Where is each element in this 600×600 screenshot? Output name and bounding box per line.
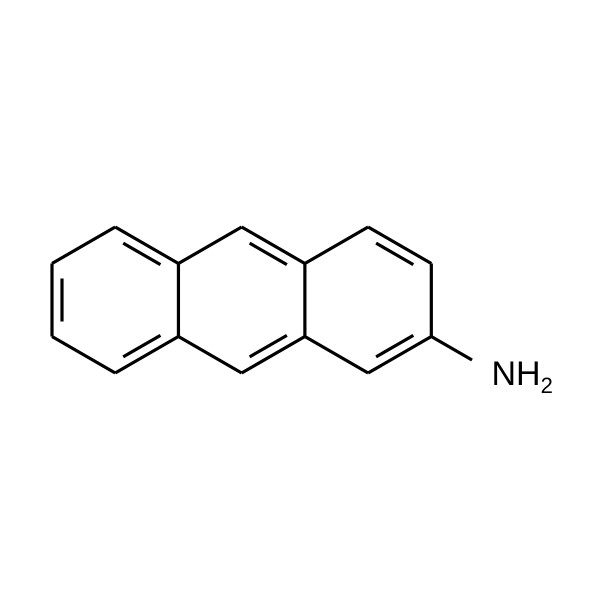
anthracene-skeleton — [52, 227, 472, 373]
bond-main — [305, 227, 368, 264]
amine-label-sub: 2 — [541, 373, 553, 398]
bond-main — [178, 227, 241, 264]
bond-inner — [123, 243, 160, 265]
bond-main — [52, 337, 115, 374]
amine-label: NH2 — [492, 355, 553, 398]
amine-label-main: NH — [492, 355, 541, 393]
bond-inner — [250, 243, 287, 265]
bond-main — [52, 227, 115, 264]
molecule-diagram: NH2 — [0, 0, 600, 600]
bond-main — [305, 337, 368, 374]
bond-inner — [376, 335, 413, 357]
bond-main — [431, 337, 472, 361]
bond-inner — [123, 335, 160, 357]
bond-inner — [376, 243, 413, 265]
bond-inner — [250, 335, 287, 357]
bond-main — [178, 337, 241, 374]
